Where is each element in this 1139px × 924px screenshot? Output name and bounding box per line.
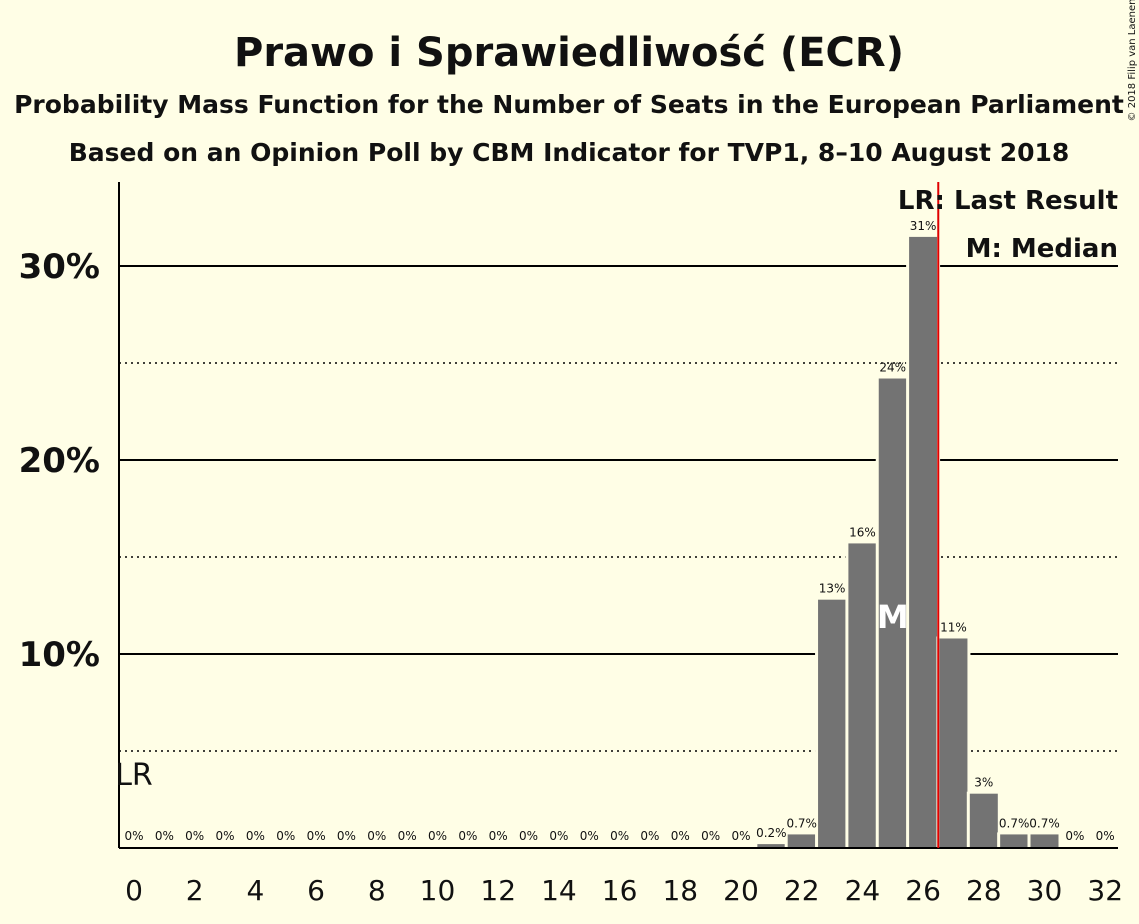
bar-label: 24% bbox=[879, 361, 906, 375]
bar bbox=[787, 834, 816, 848]
bar bbox=[1030, 834, 1059, 848]
bar bbox=[757, 844, 786, 848]
bar-label: 13% bbox=[819, 582, 846, 596]
x-tick-labels: 0 2 4 6 8 10 12 14 16 18 20 22 24 26 28 30 32 bbox=[125, 874, 1123, 907]
bar-label: 0% bbox=[701, 829, 720, 843]
last-result-marker: LR bbox=[115, 758, 153, 793]
x-tick-label: 20 bbox=[723, 874, 759, 907]
x-tick-label: 12 bbox=[480, 874, 516, 907]
x-tick-label: 30 bbox=[1027, 874, 1063, 907]
x-tick-label: 6 bbox=[307, 874, 325, 907]
bar bbox=[878, 378, 907, 848]
bar-label: 0% bbox=[246, 829, 265, 843]
y-tick-label: 10% bbox=[19, 635, 100, 675]
bar-label: 0% bbox=[489, 829, 508, 843]
bar bbox=[818, 599, 847, 848]
bar-label: 0% bbox=[398, 829, 417, 843]
bar-label: 0.7% bbox=[786, 816, 817, 830]
x-tick-label: 26 bbox=[905, 874, 941, 907]
x-tick-label: 8 bbox=[368, 874, 386, 907]
chart-subtitle-poll: Based on an Opinion Poll by CBM Indicato… bbox=[69, 138, 1070, 167]
bar-label: 0% bbox=[1096, 829, 1115, 843]
bar-label: 0% bbox=[307, 829, 326, 843]
bar-label: 0% bbox=[519, 829, 538, 843]
bar-label: 16% bbox=[849, 525, 876, 539]
bar-label: 0.2% bbox=[756, 826, 787, 840]
bar-label: 0% bbox=[185, 829, 204, 843]
x-tick-label: 14 bbox=[541, 874, 577, 907]
chart-title: Prawo i Sprawiedliwość (ECR) bbox=[234, 30, 904, 76]
axes bbox=[118, 182, 1118, 849]
legend-median: M: Median bbox=[966, 234, 1118, 264]
bar bbox=[969, 793, 998, 848]
bar bbox=[939, 638, 968, 848]
x-tick-label: 0 bbox=[125, 874, 143, 907]
bar-label: 0% bbox=[549, 829, 568, 843]
bar-label: 0% bbox=[337, 829, 356, 843]
bar-label: 0% bbox=[367, 829, 386, 843]
markers: LR M bbox=[115, 182, 940, 848]
bar-label: 0% bbox=[124, 829, 143, 843]
x-tick-label: 18 bbox=[662, 874, 698, 907]
bar-label: 3% bbox=[974, 776, 993, 790]
median-marker: M bbox=[877, 598, 909, 636]
bar-label: 0% bbox=[580, 829, 599, 843]
x-tick-label: 2 bbox=[186, 874, 204, 907]
x-tick-label: 4 bbox=[246, 874, 264, 907]
y-tick-label: 20% bbox=[19, 441, 100, 481]
bar-label: 0.7% bbox=[999, 816, 1030, 830]
bar-label: 0% bbox=[458, 829, 477, 843]
bar-label: 0% bbox=[610, 829, 629, 843]
x-tick-label: 24 bbox=[845, 874, 881, 907]
bar-label: 0% bbox=[731, 829, 750, 843]
x-tick-label: 28 bbox=[966, 874, 1002, 907]
bar bbox=[1000, 834, 1029, 848]
bar-labels: 0% 0% 0% 0% 0% 0% 0% 0% 0% 0% 0% 0% 0% 0% 0% 0% 0% 0% 0% 0%… bbox=[124, 219, 1114, 843]
legend-last-result: LR: Last Result bbox=[898, 186, 1118, 216]
copyright-note: © 2018 Filip van Laenen bbox=[1127, 0, 1138, 121]
bar-label: 0.7% bbox=[1029, 816, 1060, 830]
bar-label: 0% bbox=[1065, 829, 1084, 843]
x-tick-label: 10 bbox=[420, 874, 456, 907]
y-tick-label: 30% bbox=[19, 247, 100, 287]
bar-label: 31% bbox=[910, 219, 937, 233]
bar-label: 0% bbox=[671, 829, 690, 843]
x-tick-label: 16 bbox=[602, 874, 638, 907]
bar-label: 11% bbox=[940, 620, 967, 634]
bar-label: 0% bbox=[640, 829, 659, 843]
y-tick-labels: 10% 20% 30% bbox=[19, 247, 100, 675]
bar-label: 0% bbox=[276, 829, 295, 843]
bars bbox=[754, 234, 1062, 848]
bar-label: 0% bbox=[155, 829, 174, 843]
bar-label: 0% bbox=[216, 829, 235, 843]
x-tick-label: 22 bbox=[784, 874, 820, 907]
bar-label: 0% bbox=[428, 829, 447, 843]
chart-subtitle: Probability Mass Function for the Number… bbox=[14, 90, 1124, 119]
bar bbox=[909, 236, 938, 848]
x-tick-label: 32 bbox=[1087, 874, 1123, 907]
bar bbox=[848, 543, 877, 848]
